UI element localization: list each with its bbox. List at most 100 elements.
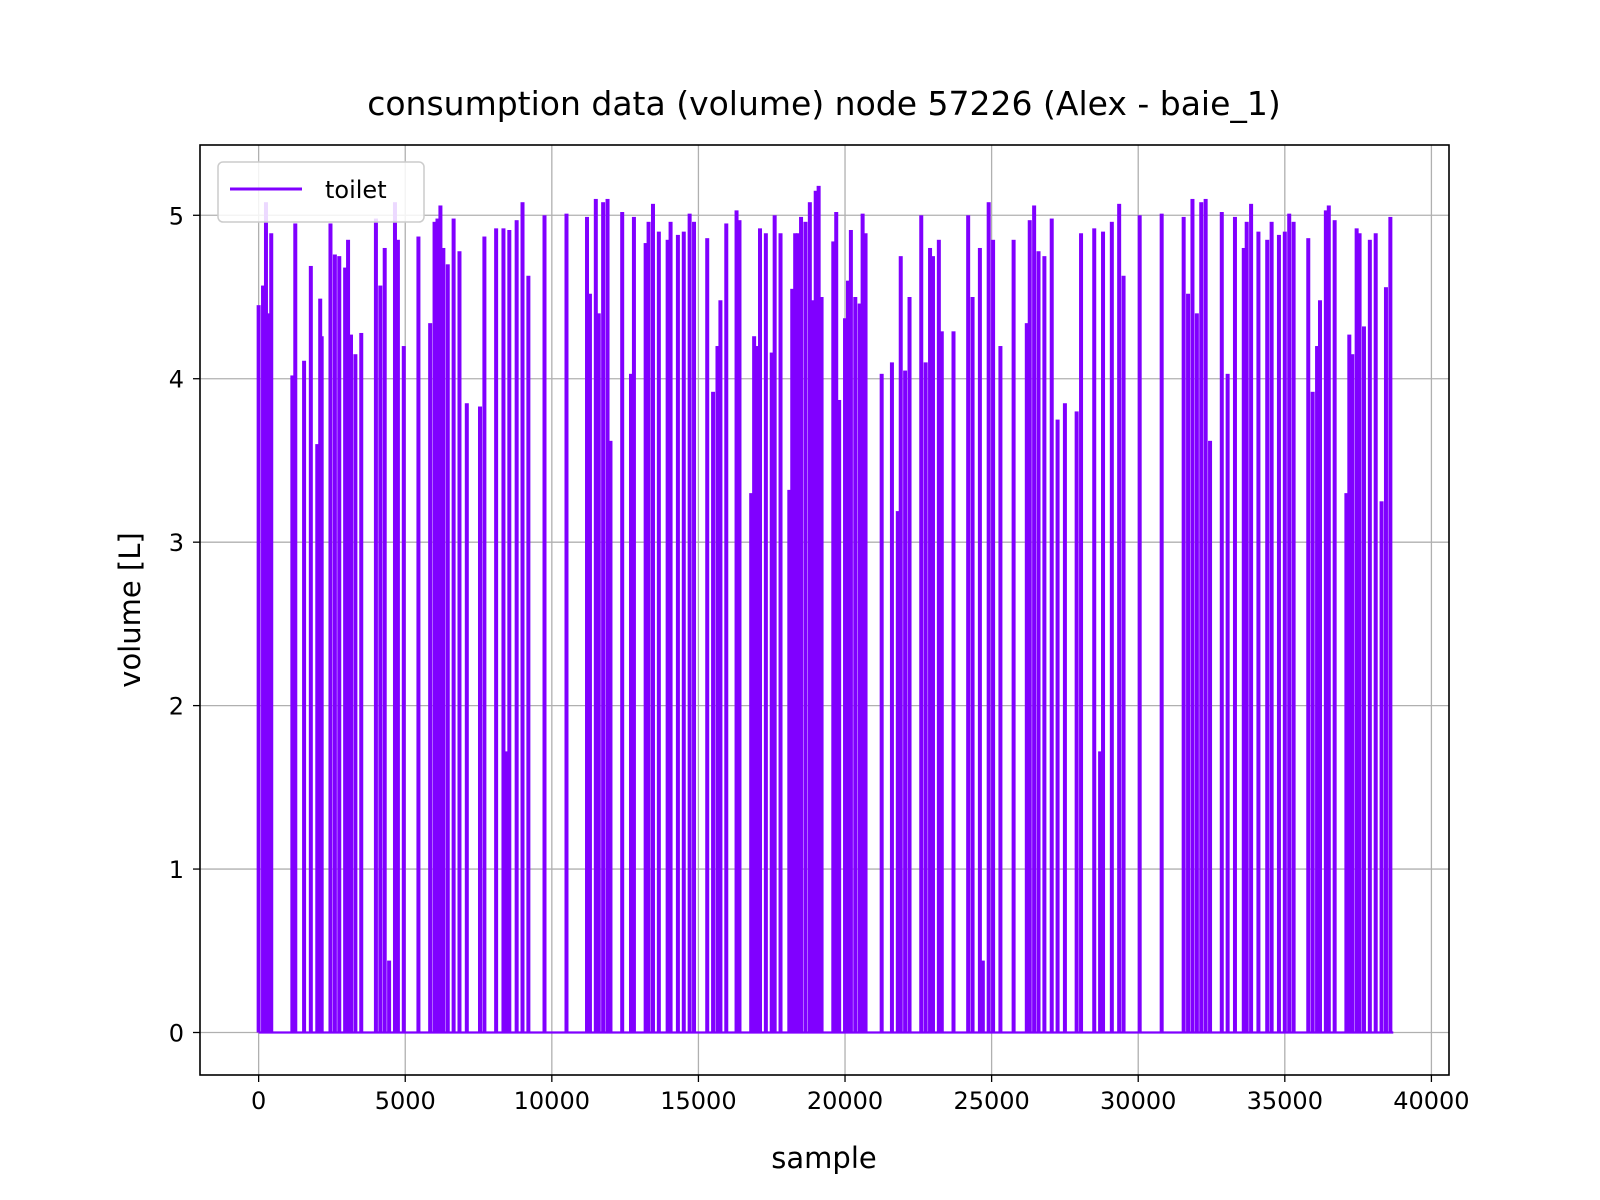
data-spike: [564, 213, 569, 1033]
x-tick-layer: 0 5000 10000 15000 20000 25000 30000 35000 40000: [251, 1075, 1470, 1115]
data-spike: [315, 444, 320, 1033]
data-spike: [261, 285, 266, 1033]
data-spike: [879, 373, 884, 1033]
data-spike: [585, 216, 590, 1033]
data-spike: [907, 297, 912, 1033]
x-tick-label: 10000: [514, 1087, 590, 1115]
data-spike: [848, 229, 853, 1033]
data-spike: [507, 229, 512, 1033]
data-spike: [718, 300, 723, 1033]
data-spike: [951, 331, 956, 1033]
data-spike: [752, 336, 757, 1033]
data-spike: [1383, 287, 1388, 1033]
data-spike: [1249, 203, 1254, 1033]
data-spike: [711, 391, 716, 1033]
data-spike: [346, 239, 351, 1033]
data-spike: [1117, 203, 1122, 1033]
data-spike: [1225, 373, 1230, 1033]
data-spike: [1315, 346, 1320, 1033]
data-spike: [1219, 212, 1224, 1033]
data-spike: [1388, 216, 1393, 1033]
data-spike: [631, 216, 636, 1033]
data-spike: [542, 215, 547, 1033]
data-spike: [936, 239, 941, 1033]
data-spike: [843, 318, 848, 1033]
data-spike: [1032, 205, 1037, 1033]
data-spike: [319, 336, 324, 1033]
y-tick-label: 2: [169, 693, 184, 721]
data-spike: [1306, 238, 1311, 1033]
data-spike: [605, 198, 610, 1033]
data-spike: [930, 256, 935, 1033]
data-spike: [724, 223, 729, 1033]
data-spike: [650, 203, 655, 1033]
data-spike: [1159, 213, 1164, 1033]
y-tick-label: 3: [169, 529, 184, 557]
data-spike: [813, 190, 818, 1033]
data-spike: [1186, 293, 1191, 1033]
data-spike: [504, 751, 509, 1033]
data-spike: [1332, 220, 1337, 1033]
data-spike: [928, 247, 933, 1033]
data-spike: [387, 960, 392, 1033]
data-spike: [1121, 275, 1126, 1033]
data-spike: [308, 265, 313, 1033]
data-spike: [1137, 215, 1142, 1033]
data-spike: [1109, 221, 1114, 1033]
data-spike: [1244, 221, 1249, 1033]
data-spike: [1181, 216, 1186, 1033]
data-spike: [601, 202, 606, 1033]
data-spike: [1310, 391, 1315, 1033]
data-spike: [769, 352, 774, 1033]
data-spike: [266, 313, 271, 1033]
data-spike: [681, 231, 686, 1033]
data-spike: [1361, 326, 1366, 1033]
data-spike: [919, 215, 924, 1033]
x-tick-label: 40000: [1393, 1087, 1469, 1115]
data-spike: [1024, 323, 1029, 1033]
data-spike: [889, 362, 894, 1033]
data-spike: [734, 210, 739, 1033]
data-spike: [445, 264, 450, 1033]
data-spike: [457, 251, 462, 1033]
data-spike: [863, 233, 868, 1033]
data-spike: [831, 241, 836, 1033]
data-spike: [269, 233, 274, 1033]
data-spike: [749, 493, 754, 1033]
chart-title: consumption data (volume) node 57226 (Al…: [367, 84, 1281, 123]
data-spike: [1241, 247, 1246, 1033]
data-spike: [1049, 218, 1054, 1033]
data-spike: [401, 346, 406, 1033]
data-spike: [860, 213, 865, 1033]
data-spike: [1350, 354, 1355, 1033]
data-spike: [1287, 213, 1292, 1033]
data-spike: [441, 247, 446, 1033]
data-spike: [328, 223, 333, 1033]
data-spike: [587, 293, 592, 1033]
data-spike: [819, 297, 824, 1033]
data-spike: [903, 370, 908, 1033]
data-spike: [1092, 228, 1097, 1033]
data-spike: [757, 228, 762, 1033]
data-spike: [378, 285, 383, 1033]
data-spike: [1282, 231, 1287, 1033]
data-spike: [1373, 233, 1378, 1033]
data-spike: [803, 221, 808, 1033]
data-spike: [895, 511, 900, 1033]
data-spike: [520, 202, 525, 1033]
data-spike: [939, 331, 944, 1033]
data-spike: [1194, 313, 1199, 1033]
data-spike: [778, 233, 783, 1033]
data-spike: [373, 218, 378, 1033]
y-axis-label: volume [L]: [113, 532, 147, 687]
x-tick-label: 20000: [807, 1087, 883, 1115]
data-spike: [1062, 403, 1067, 1033]
data-spike: [923, 362, 928, 1033]
data-spike: [810, 300, 815, 1033]
legend: toilet: [217, 161, 425, 223]
data-spike: [1098, 751, 1103, 1033]
y-tick-label: 5: [169, 202, 184, 230]
data-spike: [656, 231, 661, 1033]
data-spike: [302, 360, 307, 1033]
data-spike: [816, 185, 821, 1033]
